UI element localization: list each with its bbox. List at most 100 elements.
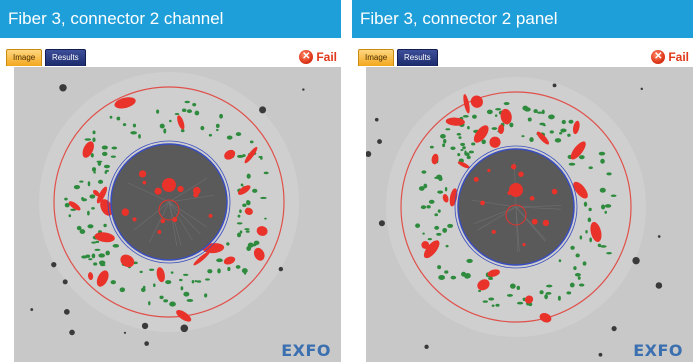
defect-red (536, 131, 550, 145)
inspection-toolbar: Image Results ✕ Fail (352, 47, 693, 67)
defect-green (101, 151, 108, 157)
defect-red (524, 295, 534, 304)
defect-red (487, 269, 500, 277)
defect-red (590, 221, 602, 242)
defect-red (138, 170, 147, 178)
defect-green (79, 229, 86, 234)
defect-green (450, 146, 456, 151)
defect-green (90, 153, 94, 158)
cladding-ring (454, 145, 578, 269)
defect-green (466, 273, 471, 279)
x-circle-icon: ✕ (299, 50, 314, 64)
defect-red (500, 108, 512, 125)
defect-red (100, 199, 113, 216)
defect-green (438, 176, 443, 182)
defect-green (140, 287, 146, 293)
defect-green (156, 109, 160, 114)
cladding-ring (107, 140, 231, 264)
defect-green (522, 105, 529, 111)
defect-green (179, 278, 183, 282)
defect-green (239, 209, 242, 214)
tab-results[interactable]: Results (45, 49, 86, 66)
defect-green (242, 203, 247, 207)
defect-green (443, 138, 447, 144)
defect-green (610, 194, 617, 198)
defect-red (157, 230, 162, 234)
defect-green (104, 171, 108, 174)
defect-green (68, 214, 72, 218)
defect-green (93, 171, 96, 174)
defect-green (422, 232, 425, 235)
core-defect (162, 178, 176, 192)
defect-red (423, 240, 440, 259)
defect-green (110, 280, 116, 285)
defect-green (462, 146, 466, 150)
tab-results[interactable]: Results (397, 49, 438, 66)
tab-image[interactable]: Image (358, 49, 395, 66)
fiber-end-face-image: EXFO (14, 67, 341, 362)
defect-green (159, 295, 164, 300)
defect-red (121, 208, 130, 217)
defect-red (542, 219, 550, 227)
tab-image[interactable]: Image (6, 49, 43, 66)
debris-speck (180, 324, 189, 333)
debris-speck (62, 279, 68, 285)
defect-green (495, 303, 500, 307)
defect-red (457, 161, 470, 169)
defect-green (588, 207, 592, 212)
defect-green (64, 202, 70, 208)
defect-red (507, 191, 512, 195)
defect-red (244, 207, 253, 215)
defect-red (491, 229, 496, 234)
defect-green (79, 180, 84, 183)
defect-red (237, 185, 251, 195)
defect-green (253, 240, 260, 246)
defect-green (95, 240, 100, 244)
defect-red (572, 120, 580, 135)
defect-green (240, 183, 244, 187)
defect-green (191, 280, 195, 284)
defect-green (573, 266, 577, 271)
defect-red (96, 270, 109, 287)
defect-green (503, 102, 510, 106)
status-badge: ✕ Fail (651, 48, 689, 66)
scratch-line (515, 205, 561, 208)
defect-green (236, 222, 243, 225)
debris-speck (655, 282, 663, 289)
scratch-line (168, 201, 178, 247)
defect-green (585, 230, 588, 234)
defect-green (103, 164, 111, 169)
defect-green (575, 253, 580, 258)
defect-green (444, 270, 449, 274)
defect-red (224, 149, 236, 160)
defect-green (245, 230, 250, 233)
defect-red (94, 232, 115, 243)
defect-green (246, 246, 252, 251)
debris-speck (30, 308, 34, 311)
defect-green (242, 154, 246, 158)
defect-green (244, 228, 250, 231)
defect-green (577, 276, 581, 280)
defect-green (109, 115, 113, 119)
defect-green (138, 134, 141, 139)
defect-green (460, 149, 464, 152)
defect-green (428, 199, 435, 204)
debris-speck (59, 84, 67, 92)
defect-green (436, 232, 442, 236)
debris-speck (366, 151, 372, 157)
defect-red (498, 124, 505, 135)
defect-green (468, 150, 474, 154)
defect-red (132, 217, 137, 222)
defect-green (98, 253, 106, 258)
debris-speck (611, 326, 617, 332)
defect-green (235, 132, 242, 137)
defect-green (88, 258, 93, 261)
defect-green (239, 230, 243, 234)
defect-green (544, 294, 548, 300)
defect-green (91, 241, 97, 244)
scratch-line (515, 206, 547, 241)
defect-green (226, 242, 230, 246)
defect-green (119, 287, 126, 293)
defect-green (566, 291, 572, 295)
defect-green (437, 265, 442, 270)
